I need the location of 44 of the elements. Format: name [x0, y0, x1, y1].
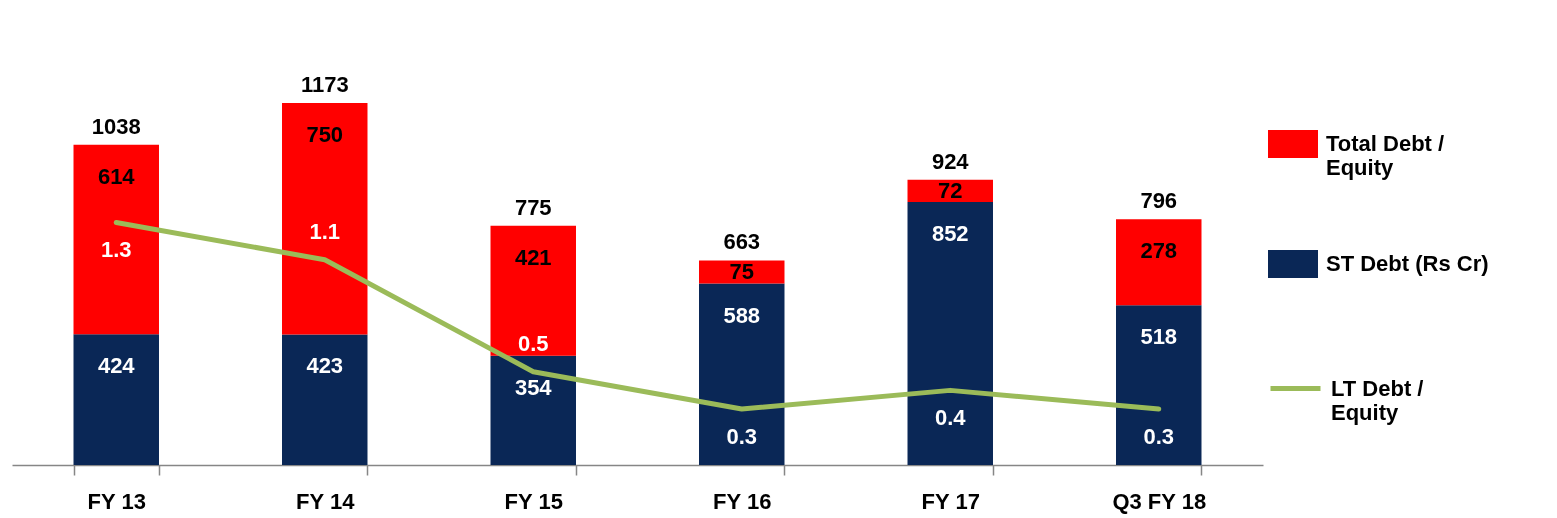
data-label: 518 — [1140, 324, 1178, 350]
total-label: 1173 — [300, 72, 349, 97]
bar — [699, 260, 785, 284]
data-label: 424 — [97, 353, 136, 379]
bar — [73, 144, 159, 335]
x-tick-label: FY 16 — [713, 488, 772, 514]
bar — [73, 334, 159, 465]
bar — [282, 103, 368, 335]
x-tick-label: FY 14 — [296, 488, 356, 514]
data-label: 1.1 — [309, 218, 341, 244]
x-tick-label: FY 13 — [87, 488, 146, 514]
total-label: 775 — [514, 194, 552, 220]
bar — [907, 202, 993, 465]
data-label: 0.5 — [517, 330, 549, 356]
bar — [699, 283, 785, 465]
data-label: 614 — [97, 163, 136, 189]
legend-label: ST Debt (Rs Cr) — [1326, 251, 1489, 276]
total-label: 663 — [723, 229, 761, 255]
bar — [1116, 219, 1202, 306]
data-label: 1.3 — [100, 237, 132, 263]
data-label: 75 — [729, 258, 754, 284]
legend-label: Total Debt / Equity — [1326, 131, 1445, 180]
data-label: 588 — [723, 302, 761, 328]
total-label: 796 — [1140, 188, 1178, 214]
x-tick-label: FY 17 — [921, 488, 980, 514]
bar — [490, 225, 576, 356]
data-label: 750 — [306, 122, 344, 147]
data-label: 423 — [306, 353, 344, 379]
data-label: 0.4 — [934, 405, 967, 431]
data-label: 852 — [931, 221, 969, 247]
bar — [1116, 305, 1202, 465]
bar — [490, 355, 576, 465]
legend-label: LT Debt / Equity — [1331, 375, 1424, 425]
data-label: 421 — [514, 244, 552, 270]
total-label: 924 — [931, 148, 970, 174]
data-label: 0.3 — [726, 424, 758, 450]
data-label: 72 — [938, 177, 963, 203]
data-label: 278 — [1140, 238, 1178, 264]
bar — [282, 334, 368, 465]
total-label: 1038 — [91, 113, 141, 139]
x-tick-label: Q3 FY 18 — [1112, 488, 1207, 514]
data-label: 354 — [514, 374, 553, 400]
x-tick-label: FY 15 — [504, 488, 563, 514]
data-label: 0.3 — [1143, 424, 1175, 450]
